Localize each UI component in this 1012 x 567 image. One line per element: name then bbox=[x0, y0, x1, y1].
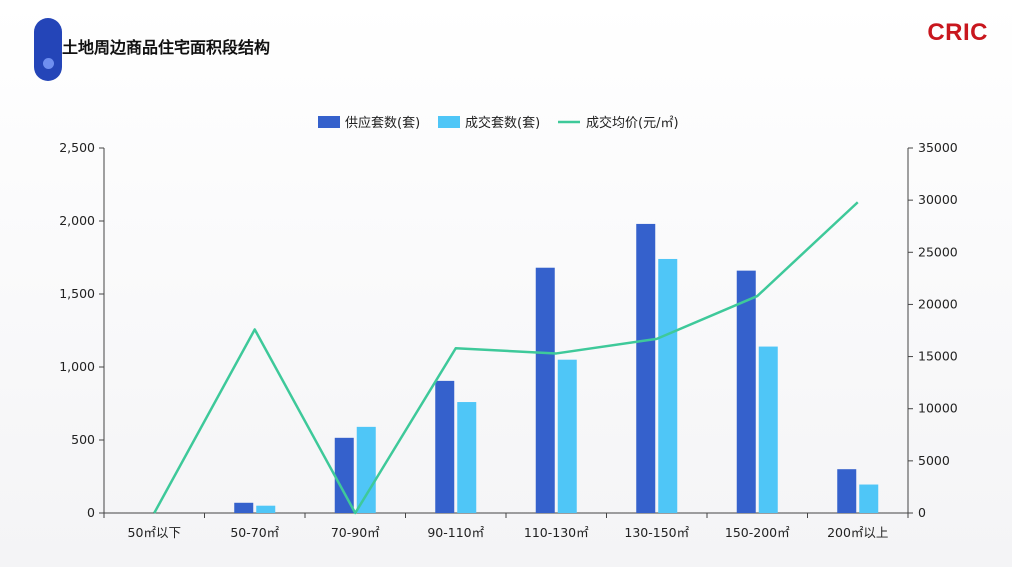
y-right-tick-label: 30000 bbox=[918, 192, 958, 207]
x-tick-label: 90-110㎡ bbox=[427, 525, 484, 540]
y-right-tick-label: 20000 bbox=[918, 296, 958, 311]
y-right-tick-label: 10000 bbox=[918, 401, 958, 416]
supply-bar bbox=[234, 502, 254, 513]
deal-bar bbox=[758, 346, 778, 513]
x-tick-label: 200㎡以上 bbox=[827, 525, 888, 540]
y-right-tick-label: 25000 bbox=[918, 244, 958, 259]
legend-price-label: 成交均价(元/㎡) bbox=[586, 115, 679, 131]
price-line bbox=[153, 201, 859, 515]
deal-bar bbox=[356, 426, 376, 513]
supply-bar bbox=[535, 267, 555, 513]
supply-bar bbox=[736, 270, 756, 513]
legend-deal-label: 成交套数(套) bbox=[465, 115, 540, 131]
supply-bar bbox=[636, 223, 656, 514]
legend-supply-label: 供应套数(套) bbox=[345, 115, 420, 131]
y-right-tick-label: 5000 bbox=[918, 453, 950, 468]
cric-logo: CRIC bbox=[927, 19, 988, 46]
title-accent-dot bbox=[43, 58, 54, 69]
y-left-tick-label: 2,000 bbox=[59, 213, 95, 228]
deal-bar bbox=[658, 258, 678, 513]
legend-supply-swatch bbox=[318, 116, 340, 128]
y-right-tick-label: 0 bbox=[918, 505, 926, 520]
x-tick-label: 50-70㎡ bbox=[230, 525, 279, 540]
legend-deal-swatch bbox=[438, 116, 460, 128]
x-tick-label: 70-90㎡ bbox=[331, 525, 380, 540]
x-tick-label: 110-130㎡ bbox=[524, 525, 589, 540]
deal-bar bbox=[256, 505, 276, 513]
y-left-tick-label: 1,500 bbox=[59, 286, 95, 301]
deal-bar bbox=[557, 359, 577, 513]
x-tick-label: 130-150㎡ bbox=[624, 525, 689, 540]
y-left-tick-label: 2,500 bbox=[59, 140, 95, 155]
y-right-tick-label: 15000 bbox=[918, 349, 958, 364]
deal-bar bbox=[859, 484, 879, 513]
chart-title: 土地周边商品住宅面积段结构 bbox=[62, 38, 271, 57]
x-tick-label: 150-200㎡ bbox=[725, 525, 790, 540]
y-right-tick-label: 35000 bbox=[918, 140, 958, 155]
supply-bar bbox=[837, 469, 857, 513]
y-left-tick-label: 1,000 bbox=[59, 359, 95, 374]
supply-bar bbox=[435, 380, 455, 513]
x-tick-label: 50㎡以下 bbox=[128, 525, 181, 540]
title-accent-pill bbox=[34, 18, 62, 81]
y-left-tick-label: 500 bbox=[71, 432, 95, 447]
y-left-tick-label: 0 bbox=[87, 505, 95, 520]
deal-bar bbox=[457, 402, 477, 513]
supply-bar bbox=[334, 437, 354, 513]
